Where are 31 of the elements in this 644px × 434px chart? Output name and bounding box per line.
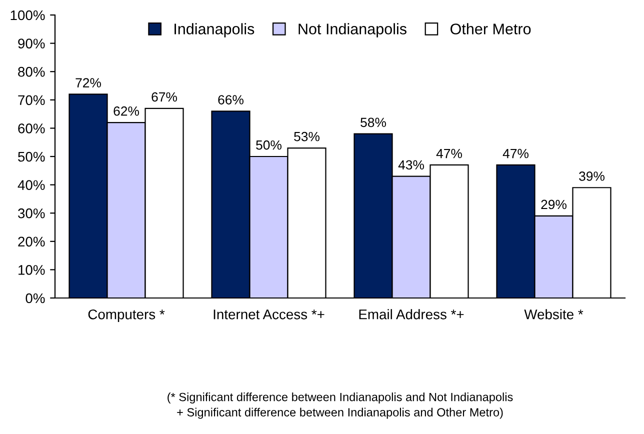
y-tick-label: 20% — [18, 236, 45, 247]
y-tick-label: 0% — [26, 293, 45, 304]
y-tick-label: 100% — [10, 10, 45, 20]
data-label: 39% — [579, 172, 604, 181]
data-label: 58% — [360, 118, 386, 128]
legend-label: Not Indianapolis — [298, 23, 406, 38]
text: (* Significant difference between Indianapolis and Not Indianapolis + Significant difference between Indianapolis and Other Metro) — [168, 392, 513, 419]
data-label: 47% — [502, 148, 528, 158]
y-tick-label: 30% — [18, 208, 45, 218]
data-label: 53% — [294, 132, 320, 142]
data-label: 47% — [436, 148, 462, 158]
data-label: 67% — [152, 92, 177, 102]
y-tick-label: 50% — [18, 152, 45, 162]
y-tick-label: 60% — [18, 124, 45, 134]
x-tick-label: Email Address *+ — [359, 309, 464, 320]
x-tick-label: Website * — [524, 309, 584, 320]
x-tick-label: Internet Access *+ — [214, 310, 324, 320]
data-label: 43% — [398, 160, 424, 170]
x-tick-label: Computers * — [88, 309, 165, 322]
data-label: 50% — [256, 140, 282, 150]
y-tick-label: 90% — [18, 38, 45, 48]
y-tick-label: 80% — [18, 66, 45, 77]
y-tick-label: 10% — [18, 265, 45, 275]
legend-label: Other Metro — [450, 23, 531, 34]
y-tick-label: 40% — [18, 180, 45, 190]
data-label: 72% — [76, 78, 101, 88]
legend-label: Indianapolis — [174, 23, 254, 38]
data-label: 62% — [114, 106, 139, 116]
data-label: 29% — [541, 200, 566, 210]
data-label: 66% — [218, 95, 244, 104]
y-tick-label: 70% — [18, 95, 45, 106]
